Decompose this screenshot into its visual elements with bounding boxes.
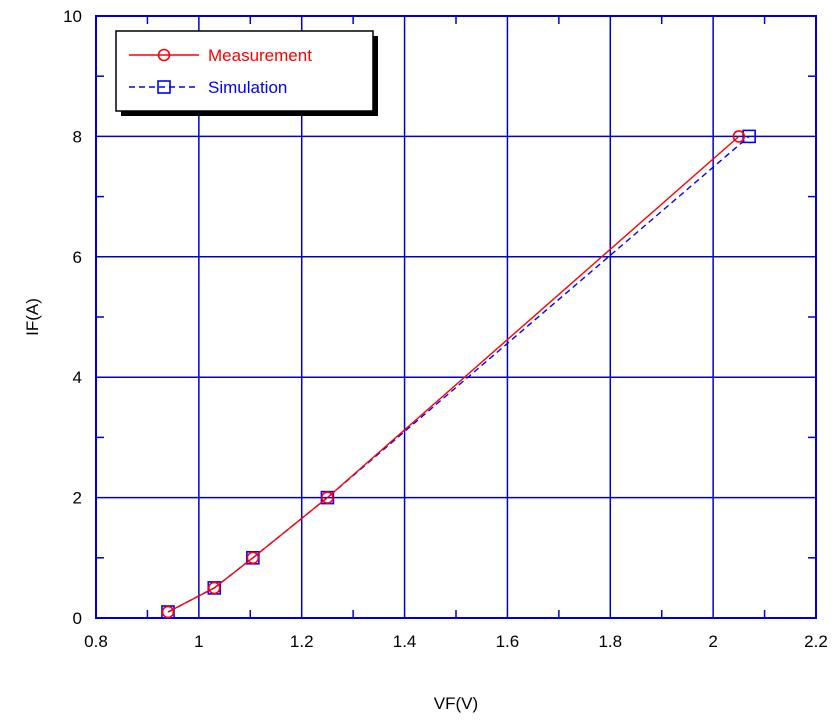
y-tick-label: 10 xyxy=(63,7,82,26)
x-tick-label: 0.8 xyxy=(84,632,108,651)
legend-measurement-marker xyxy=(157,48,171,62)
x-tick-label: 1 xyxy=(194,632,203,651)
x-tick-label: 1.6 xyxy=(496,632,520,651)
measurement-marker xyxy=(207,581,221,595)
y-tick-label: 4 xyxy=(73,368,82,387)
y-tick-label: 6 xyxy=(73,248,82,267)
x-tick-label: 2.2 xyxy=(804,632,828,651)
plot-frame xyxy=(95,15,817,619)
legend-items: Measurement Simulation xyxy=(129,46,312,97)
legend: Measurement Simulation xyxy=(115,30,378,116)
legend-measurement-label: Measurement xyxy=(208,46,312,65)
x-tick-label: 1.4 xyxy=(393,632,417,651)
measurement-marker xyxy=(246,551,260,565)
measurement-marker xyxy=(732,130,746,143)
series-layer xyxy=(161,129,756,619)
x-tick-label: 1.8 xyxy=(598,632,622,651)
plot-background xyxy=(96,16,816,618)
legend-box xyxy=(115,30,374,112)
grid xyxy=(96,16,816,618)
x-tick-labels: 0.8 1 1.2 1.4 1.6 1.8 2 2.2 xyxy=(84,632,828,651)
legend-simulation-marker xyxy=(157,80,171,94)
y-axis-title: IF(A) xyxy=(23,298,42,336)
y-tick-label: 0 xyxy=(73,609,82,628)
minor-ticks xyxy=(96,16,816,618)
y-tick-labels: 0 2 4 6 8 10 xyxy=(63,7,82,628)
legend-entry-measurement: Measurement xyxy=(129,46,312,65)
measurement-line xyxy=(167,135,740,613)
measurement-series xyxy=(161,130,746,619)
simulation-marker xyxy=(742,129,756,144)
y-tick-label: 8 xyxy=(73,127,82,146)
legend-simulation-label: Simulation xyxy=(208,78,287,97)
x-tick-label: 2 xyxy=(708,632,717,651)
x-tick-label: 1.2 xyxy=(290,632,314,651)
y-tick-label: 2 xyxy=(73,489,82,508)
measurement-marker xyxy=(161,605,175,619)
x-axis-title: VF(V) xyxy=(434,694,478,713)
measurement-marker xyxy=(321,491,334,504)
legend-entry-simulation: Simulation xyxy=(129,78,287,97)
